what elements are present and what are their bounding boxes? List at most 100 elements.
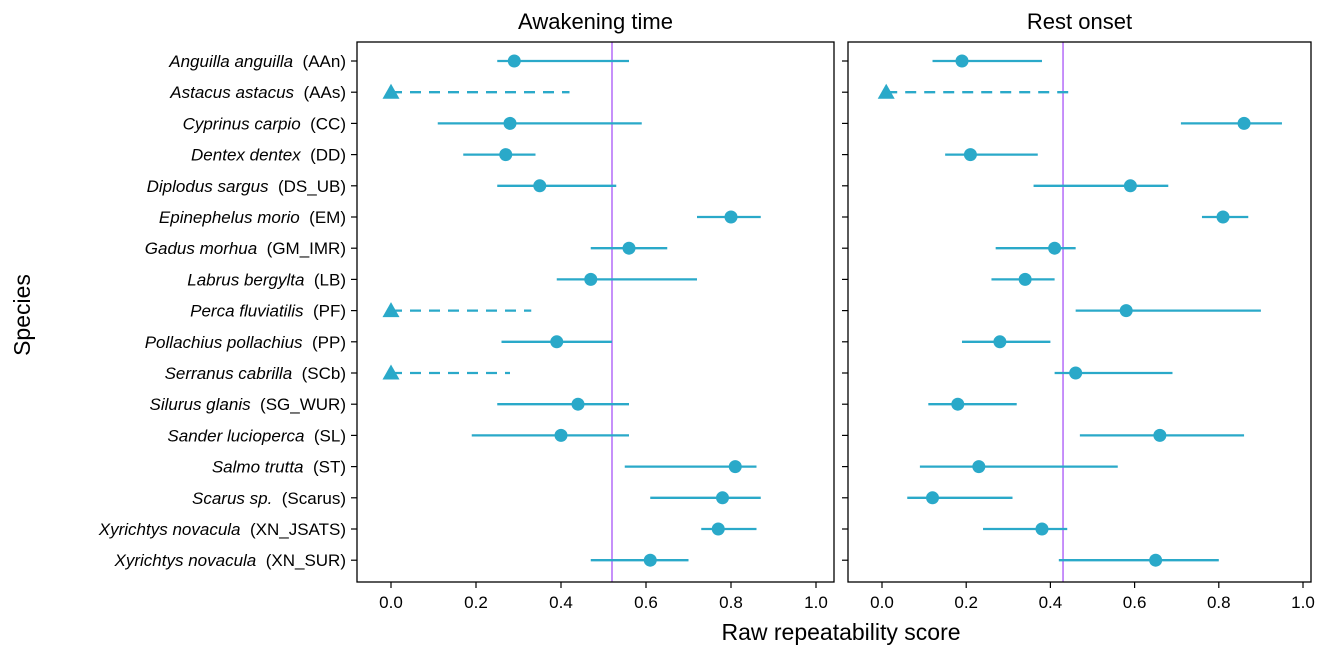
panel-title: Rest onset: [1027, 9, 1132, 34]
species-code: (Scarus): [272, 489, 346, 508]
species-code: (AAn): [293, 52, 346, 71]
species-name: Perca fluviatilis: [190, 302, 304, 321]
panel-1: Awakening time 0.0 0.2 0.4 0.6 0.8 1.0: [351, 9, 835, 612]
estimate-point: [1123, 179, 1137, 193]
species-code: (PF): [304, 302, 347, 321]
species-label: Astacus astacus (AAs): [169, 83, 346, 102]
species-code: (SL): [304, 426, 346, 445]
species-code: (XN_JSATS): [241, 520, 346, 539]
species-name: Serranus cabrilla: [165, 364, 293, 383]
species-code: (SCb): [292, 364, 346, 383]
x-tick-label: 0.8: [719, 593, 743, 612]
estimate-point: [926, 491, 940, 505]
estimate-point: [728, 460, 742, 474]
species-label: Serranus cabrilla (SCb): [165, 364, 346, 383]
estimate-point: [963, 148, 977, 162]
species-label: Xyrichtys novacula (XN_SUR): [114, 551, 346, 570]
y-axis-title: Species: [9, 274, 35, 356]
estimate-point: [503, 116, 517, 130]
panel-2: Rest onset 0.0 0.2 0.4 0.6 0.8 1.0: [842, 9, 1315, 612]
estimate-point: [951, 397, 965, 411]
x-tick-label: 0.2: [954, 593, 978, 612]
species-code: (DS_UB): [269, 177, 346, 196]
species-name: Cyprinus carpio: [183, 114, 301, 133]
species-label: Silurus glanis (SG_WUR): [150, 395, 347, 414]
estimate-point: [584, 272, 598, 286]
species-label: Gadus morhua (GM_IMR): [145, 239, 346, 258]
species-code: (GM_IMR): [257, 239, 346, 258]
estimate-point: [724, 210, 738, 224]
species-name: Diplodus sargus: [147, 177, 269, 196]
species-label: Perca fluviatilis (PF): [190, 302, 346, 321]
estimate-point: [1069, 366, 1083, 380]
x-tick-label: 0.4: [549, 593, 573, 612]
x-tick-label: 1.0: [1291, 593, 1315, 612]
estimate-point: [533, 179, 547, 193]
species-label: Cyprinus carpio (CC): [183, 114, 346, 133]
species-code: (EM): [300, 208, 346, 227]
species-name: Silurus glanis: [150, 395, 252, 414]
species-label: Xyrichtys novacula (XN_JSATS): [98, 520, 346, 539]
estimate-point: [1048, 241, 1062, 255]
species-code: (CC): [301, 114, 346, 133]
species-label: Epinephelus morio (EM): [159, 208, 346, 227]
species-code: (XN_SUR): [256, 551, 346, 570]
species-label: Anguilla anguilla (AAn): [168, 52, 346, 71]
x-tick-label: 0.6: [634, 593, 658, 612]
estimate-point: [972, 460, 986, 474]
estimate-point: [1153, 428, 1167, 442]
estimate-point: [711, 522, 725, 536]
panel-frame: [847, 41, 1312, 583]
species-code: (DD): [301, 146, 346, 165]
estimate-point: [716, 491, 729, 505]
species-name: Epinephelus morio: [159, 208, 300, 227]
estimate-point: [1018, 272, 1032, 286]
estimate-point: [499, 148, 513, 162]
estimate-triangle: [382, 302, 400, 318]
estimate-point: [993, 335, 1007, 349]
x-axis-title: Raw repeatability score: [721, 619, 960, 645]
species-code: (ST): [304, 458, 347, 477]
species-code: (PP): [303, 333, 346, 352]
estimate-point: [1216, 210, 1230, 224]
species-label: Labrus bergylta (LB): [187, 270, 346, 289]
x-tick-label: 0.4: [1039, 593, 1063, 612]
estimate-point: [622, 241, 636, 255]
estimate-point: [1119, 304, 1133, 318]
estimate-point: [507, 54, 521, 68]
species-name: Xyrichtys novacula: [114, 551, 257, 570]
x-tick-label: 0.0: [870, 593, 894, 612]
estimate-point: [1035, 522, 1049, 536]
estimate-point: [1149, 553, 1163, 567]
estimate-point: [571, 397, 585, 411]
panel-title: Awakening time: [518, 9, 673, 34]
species-name: Labrus bergylta: [187, 270, 304, 289]
species-name: Astacus astacus: [169, 83, 294, 102]
estimate-point: [550, 335, 564, 349]
species-name: Sander lucioperca: [167, 426, 304, 445]
x-tick-label: 1.0: [804, 593, 828, 612]
species-name: Salmo trutta: [212, 458, 304, 477]
x-tick-label: 0.6: [1123, 593, 1147, 612]
estimate-triangle: [382, 83, 400, 99]
species-name: Pollachius pollachius: [145, 333, 303, 352]
estimate-point: [643, 553, 657, 567]
species-label: Sander lucioperca (SL): [167, 426, 346, 445]
panel-frame: [356, 41, 835, 583]
x-tick-label: 0.8: [1207, 593, 1231, 612]
species-name: Anguilla anguilla: [168, 52, 293, 71]
species-code: (SG_WUR): [251, 395, 346, 414]
species-name: Scarus sp.: [192, 489, 272, 508]
estimate-point: [955, 54, 969, 68]
species-label: Diplodus sargus (DS_UB): [147, 177, 346, 196]
species-name: Xyrichtys novacula: [98, 520, 241, 539]
species-code: (AAs): [294, 83, 346, 102]
estimate-point: [1237, 116, 1251, 130]
x-tick-label: 0.2: [464, 593, 488, 612]
species-label: Pollachius pollachius (PP): [145, 333, 346, 352]
species-name: Gadus morhua: [145, 239, 257, 258]
species-name: Dentex dentex: [191, 146, 301, 165]
species-label: Dentex dentex (DD): [191, 146, 346, 165]
species-label: Salmo trutta (ST): [212, 458, 346, 477]
